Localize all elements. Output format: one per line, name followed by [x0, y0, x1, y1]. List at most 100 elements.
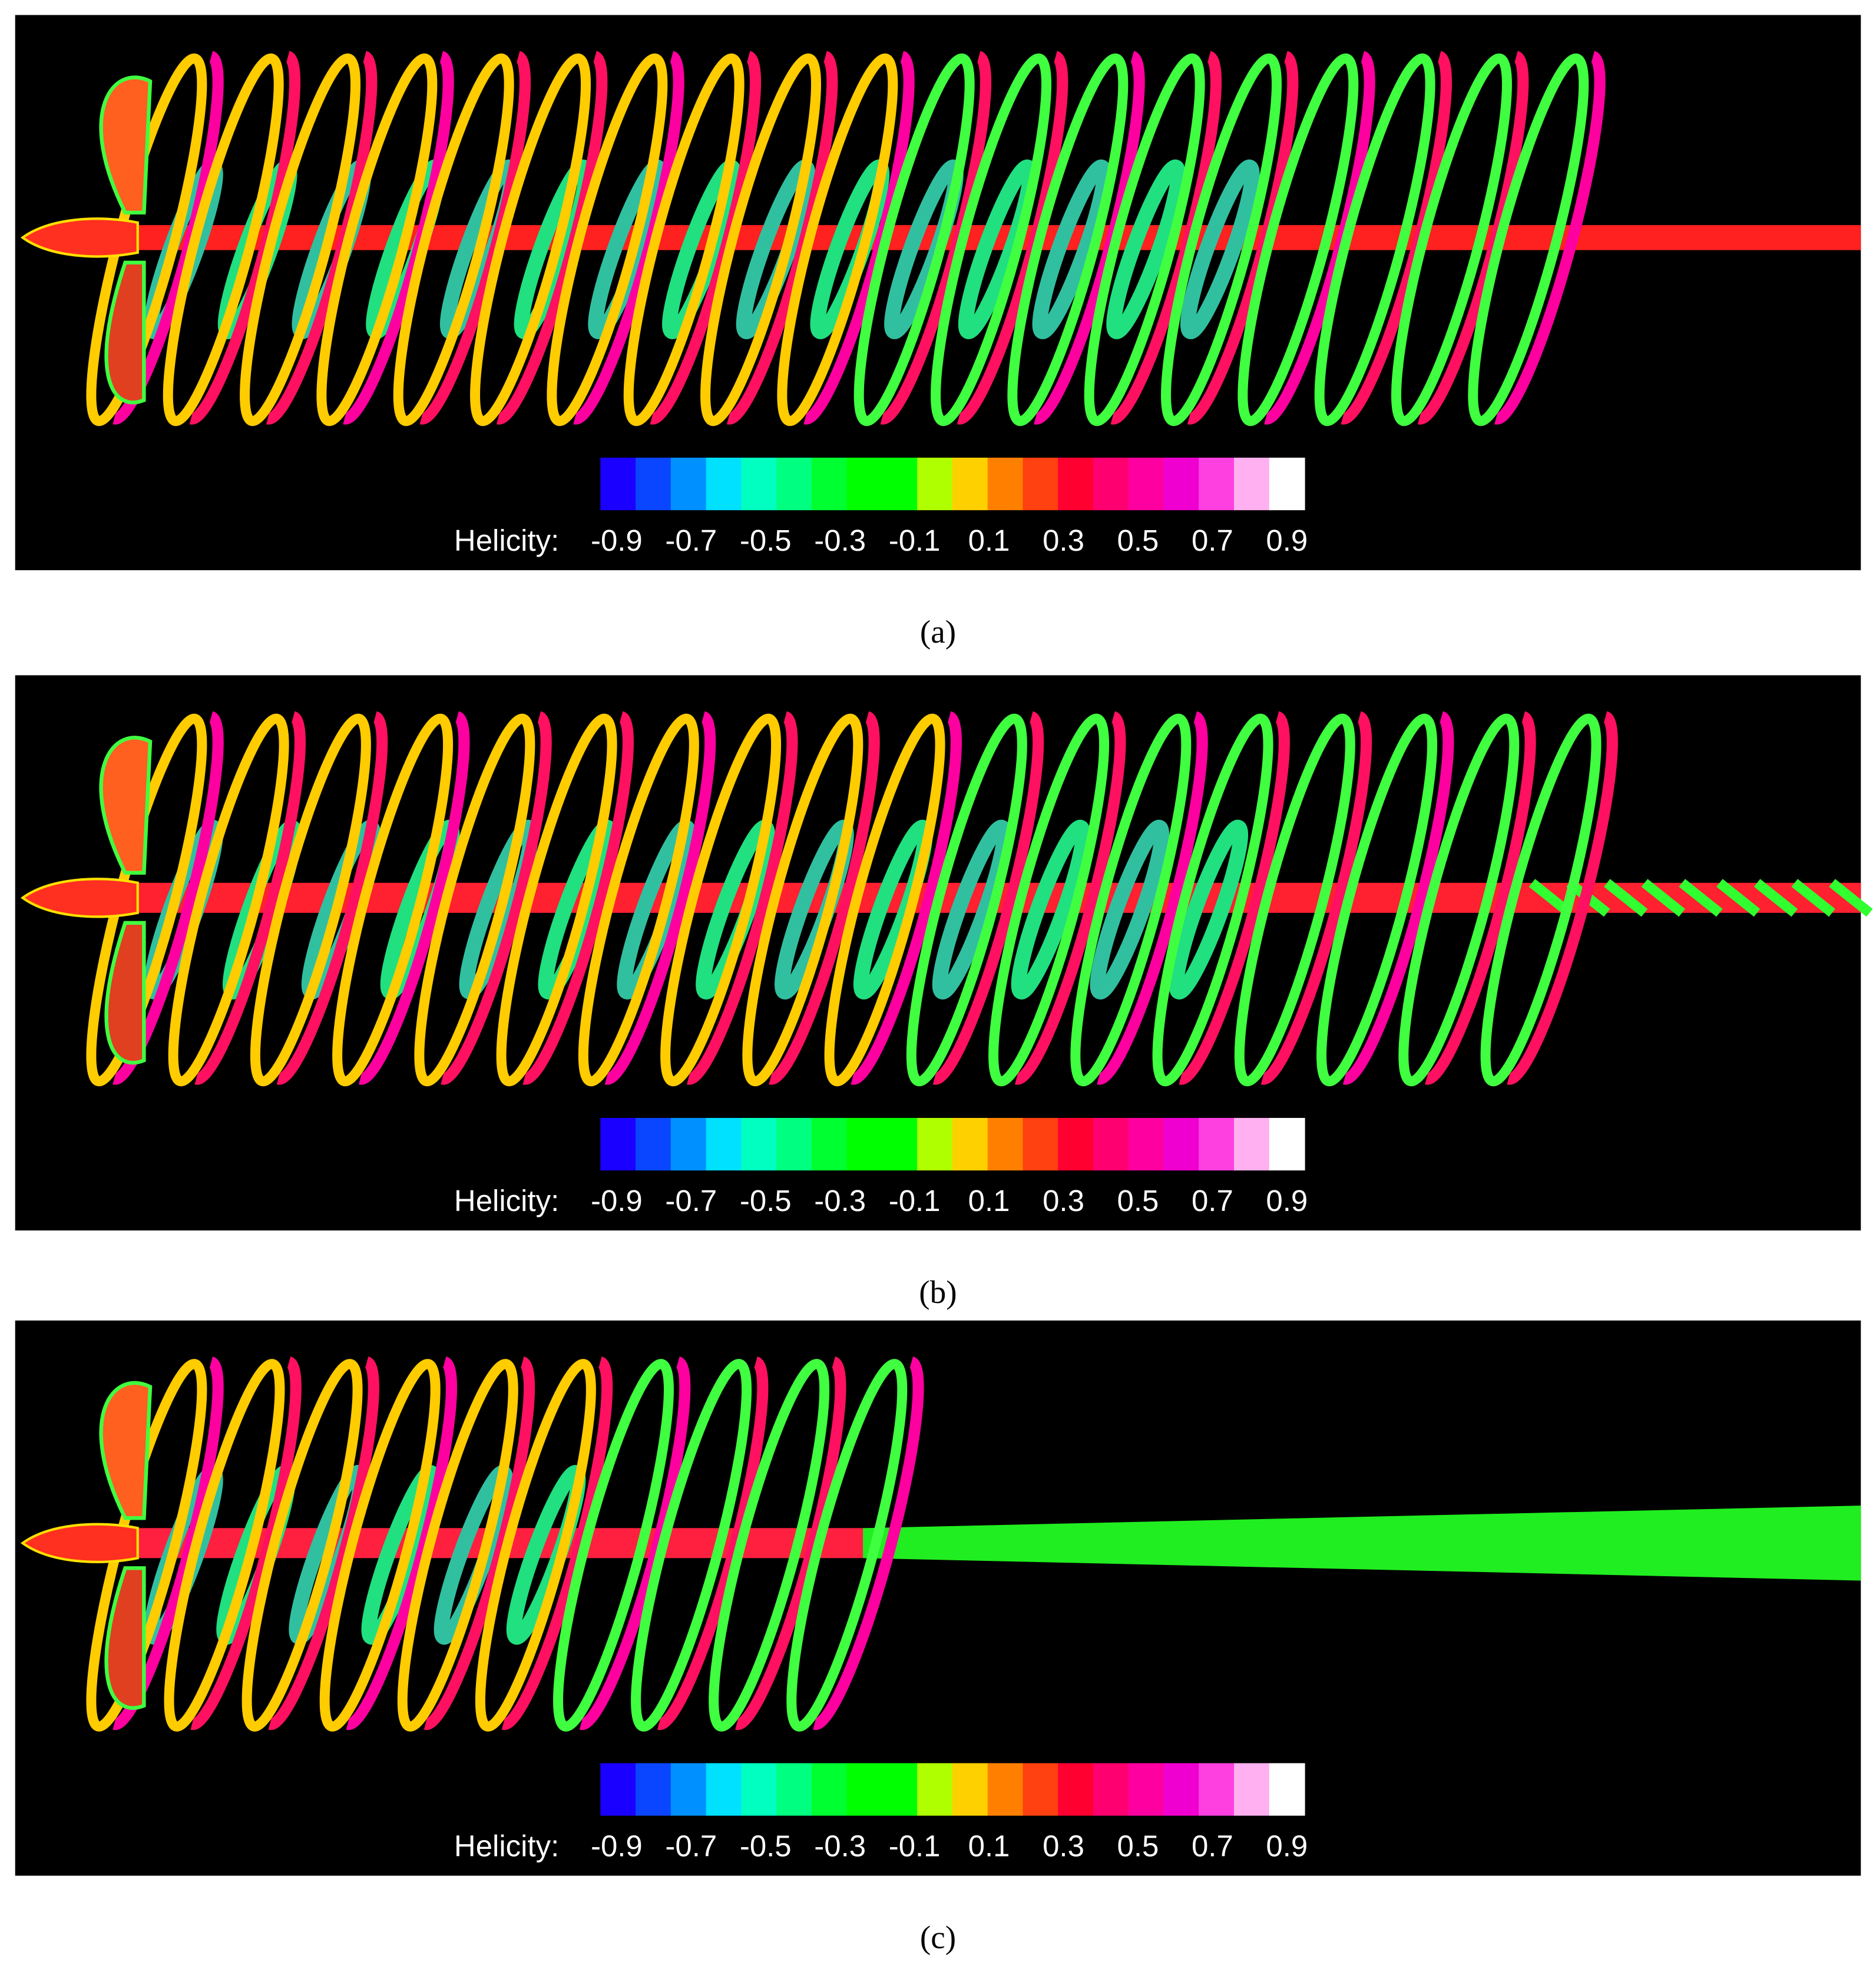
propeller-blade: [104, 921, 146, 1065]
colorbar-tick-label: 0.9: [1266, 1184, 1308, 1217]
tip-vortex-front: [423, 1356, 535, 1731]
tip-vortex-back: [742, 713, 863, 1087]
tip-vortex-front: [1260, 711, 1372, 1085]
tip-vortex-back: [1152, 713, 1273, 1087]
colorbar-segment: [600, 1763, 637, 1816]
tip-vortex-front: [851, 711, 962, 1085]
tip-vortex-front: [735, 1356, 846, 1731]
tip-vortex-back: [1007, 53, 1129, 426]
tip-vortex-back: [1398, 713, 1520, 1087]
tip-vortex-back: [988, 713, 1110, 1087]
colorbar-segment: [917, 1117, 953, 1171]
hub-vortex-strand: [1791, 879, 1835, 917]
panel-caption: (b): [919, 1274, 957, 1310]
propeller-hub: [20, 217, 139, 258]
tip-vortex-front: [522, 711, 634, 1085]
tip-vortex-back: [853, 53, 975, 426]
colorbar-tick-label: -0.1: [889, 524, 941, 557]
colorbar-tick-label: -0.3: [814, 524, 866, 557]
propeller-blade: [104, 260, 146, 405]
colorbar-tick-label: -0.5: [740, 1184, 792, 1217]
inner-vortex: [588, 159, 668, 339]
colorbar-tick-label: 0.1: [968, 524, 1010, 557]
colorbar-tick-label: -0.1: [889, 1184, 941, 1217]
tip-vortex-front: [1494, 51, 1606, 425]
tip-vortex-back: [496, 713, 617, 1087]
tip-vortex-front: [501, 1356, 613, 1731]
tip-vortex-back: [931, 53, 1051, 426]
colorbar-segment: [882, 458, 918, 511]
colorbar-segment: [1163, 1763, 1200, 1816]
propeller-blade: [99, 736, 153, 875]
tip-vortex-back: [1238, 53, 1359, 426]
tip-vortex-back: [332, 713, 454, 1087]
colorbar-segment: [882, 1763, 918, 1816]
colorbar-segment: [1199, 458, 1235, 511]
colorbar-title: Helicity:: [454, 524, 559, 557]
inner-vortex: [361, 1465, 441, 1645]
colorbar-segment: [1128, 1117, 1164, 1171]
tip-vortex-front: [1425, 711, 1536, 1085]
hub-vortex-strand: [1641, 879, 1685, 917]
tip-vortex-back: [700, 53, 821, 426]
colorbar-tick-label: 0.3: [1043, 524, 1084, 557]
hub-vortex-strand: [1829, 879, 1873, 917]
propeller-blade: [99, 75, 153, 215]
tip-vortex-back: [393, 53, 514, 426]
colorbar-tick-label: 0.5: [1117, 524, 1159, 557]
colorbar-title: Helicity:: [454, 1829, 559, 1862]
colorbar-segment: [952, 1117, 988, 1171]
colorbar-segment: [952, 458, 988, 511]
colorbar-segment: [987, 1763, 1024, 1816]
colorbar-segment: [1023, 458, 1059, 511]
colorbar-segment: [1234, 1117, 1270, 1171]
colorbar-segment: [636, 1763, 671, 1816]
colorbar-tick-label: 0.3: [1043, 1829, 1084, 1862]
tip-vortex-back: [1084, 53, 1205, 426]
colorbar-segment: [1058, 1763, 1094, 1816]
colorbar-segment: [670, 458, 707, 511]
colorbar-segment: [1093, 1117, 1129, 1171]
tip-vortex-front: [1097, 711, 1208, 1085]
tip-vortex-back: [1314, 53, 1435, 426]
colorbar-title: Helicity:: [454, 1184, 559, 1217]
colorbar-segment: [1234, 1763, 1270, 1816]
tip-vortex-front: [1343, 711, 1454, 1085]
colorbar-segment: [1058, 1117, 1094, 1171]
inner-vortex: [538, 819, 618, 1000]
colorbar-segment: [1058, 458, 1094, 511]
colorbar-tick-label: 0.5: [1117, 1184, 1159, 1217]
inner-vortex: [1180, 159, 1260, 339]
tip-vortex-front: [687, 711, 798, 1085]
tip-vortex-back: [316, 53, 438, 426]
colorbar-segment: [670, 1117, 707, 1171]
tip-vortex-back: [414, 713, 535, 1087]
tip-vortex-back: [250, 713, 371, 1087]
colorbar-segment: [846, 1117, 883, 1171]
colorbar-segment: [1163, 1117, 1200, 1171]
tip-vortex-front: [1507, 711, 1618, 1085]
tip-vortex-back: [623, 53, 745, 426]
tip-vortex-front: [657, 1356, 769, 1731]
hub-vortex-strand: [1604, 879, 1648, 917]
colorbar-segment: [846, 458, 883, 511]
colorbar-segment: [636, 458, 671, 511]
colorbar-tick-label: -0.5: [740, 524, 792, 557]
colorbar-segment: [706, 458, 742, 511]
inner-vortex: [1090, 819, 1170, 1000]
colorbar-segment: [1199, 1117, 1235, 1171]
tip-vortex-front: [932, 711, 1044, 1085]
tip-vortex-back: [777, 53, 898, 426]
colorbar-segment: [882, 1117, 918, 1171]
tip-vortex-front: [1179, 711, 1290, 1085]
colorbar-segment: [1199, 1763, 1235, 1816]
colorbar-tick-label: 0.9: [1266, 1829, 1308, 1862]
colorbar-tick-label: -0.3: [814, 1184, 866, 1217]
colorbar-segment: [1269, 1763, 1305, 1816]
colorbar-tick-label: -0.9: [591, 1829, 643, 1862]
colorbar-segment: [952, 1763, 988, 1816]
colorbar-tick-label: 0.9: [1266, 524, 1308, 557]
tip-vortex-front: [346, 1356, 458, 1731]
